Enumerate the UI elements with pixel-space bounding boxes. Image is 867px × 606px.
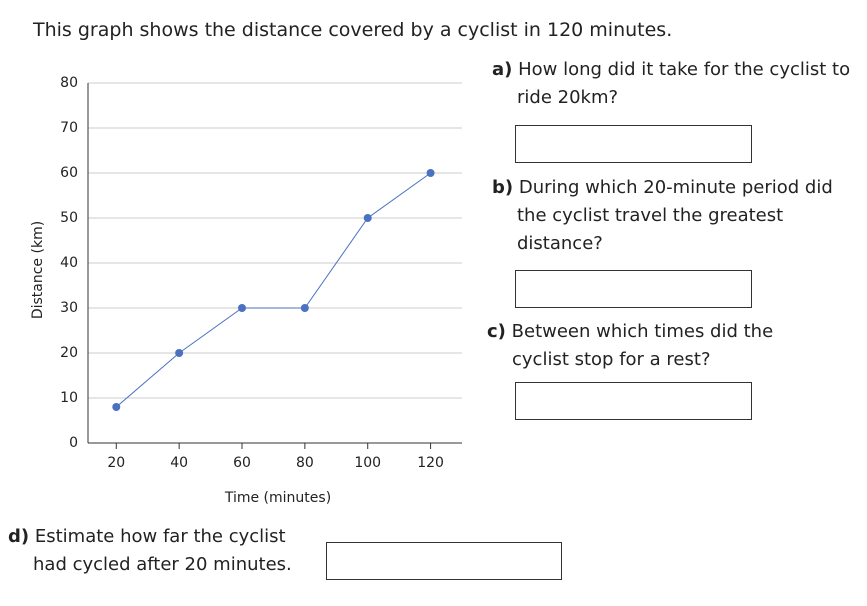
y-tick-label: 70 (60, 120, 78, 136)
x-tick-label: 120 (417, 455, 444, 471)
y-axis-label: Distance (km) (30, 221, 46, 319)
x-tick-label: 100 (354, 455, 381, 471)
x-tick-label: 20 (107, 455, 125, 471)
answer-box[interactable] (326, 542, 562, 580)
y-tick-label: 20 (60, 345, 78, 361)
x-tick-label: 60 (233, 455, 251, 471)
question: a) How long did it take for the cyclist … (492, 56, 860, 112)
y-tick-label: 50 (60, 210, 78, 226)
question-label: c) (487, 321, 506, 342)
y-tick-label: 10 (60, 390, 78, 406)
y-tick-label: 60 (60, 165, 78, 181)
question-label: b) (492, 177, 514, 198)
question-label: a) (492, 59, 513, 80)
question: c) Between which times did the cyclist s… (487, 318, 817, 374)
answer-box[interactable] (515, 270, 752, 308)
point (175, 349, 184, 357)
question-text: During which 20-minute period did the cy… (517, 177, 833, 254)
question: d) Estimate how far the cyclist had cycl… (8, 523, 318, 579)
point (363, 214, 372, 222)
point (112, 403, 121, 411)
answer-box[interactable] (515, 382, 752, 420)
line (115, 172, 431, 408)
y-tick-label: 30 (60, 300, 78, 316)
question-label: d) (8, 526, 30, 547)
question-text: Between which times did the cyclist stop… (511, 321, 774, 370)
question-text: How long did it take for the cyclist to … (517, 59, 851, 108)
point (426, 169, 435, 177)
answer-box[interactable] (515, 125, 752, 163)
question-text: Estimate how far the cyclist had cycled … (33, 526, 292, 575)
question: b) During which 20-minute period did the… (492, 174, 860, 258)
x-tick-label: 40 (170, 455, 188, 471)
point (300, 304, 309, 312)
y-tick-label: 40 (60, 255, 78, 271)
x-axis-label: Time (minutes) (224, 490, 331, 506)
x-tick-label: 80 (296, 455, 314, 471)
point (238, 304, 246, 312)
intro: This graph shows the distance covered by… (33, 19, 673, 41)
y-tick-label: 0 (69, 435, 78, 451)
y-tick-label: 80 (60, 75, 78, 91)
